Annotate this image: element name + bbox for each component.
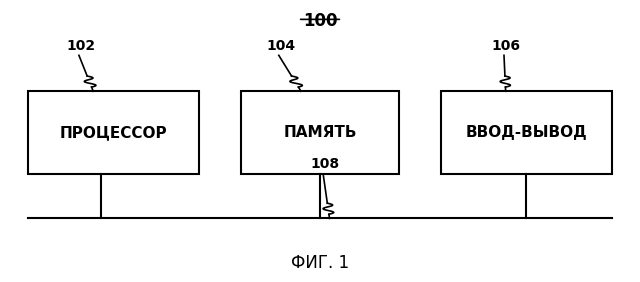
Text: 104: 104 <box>266 39 295 52</box>
Bar <box>440 91 612 174</box>
Text: ВВОД-ВЫВОД: ВВОД-ВЫВОД <box>465 125 587 140</box>
Text: 108: 108 <box>310 157 340 171</box>
Text: ФИГ. 1: ФИГ. 1 <box>291 254 349 272</box>
Bar <box>241 91 399 174</box>
Text: 100: 100 <box>303 12 337 30</box>
Text: ПАМЯТЬ: ПАМЯТЬ <box>284 125 356 140</box>
Text: 102: 102 <box>66 39 95 52</box>
Text: 106: 106 <box>492 39 520 52</box>
Text: ПРОЦЕССОР: ПРОЦЕССОР <box>60 125 168 140</box>
Bar <box>28 91 200 174</box>
